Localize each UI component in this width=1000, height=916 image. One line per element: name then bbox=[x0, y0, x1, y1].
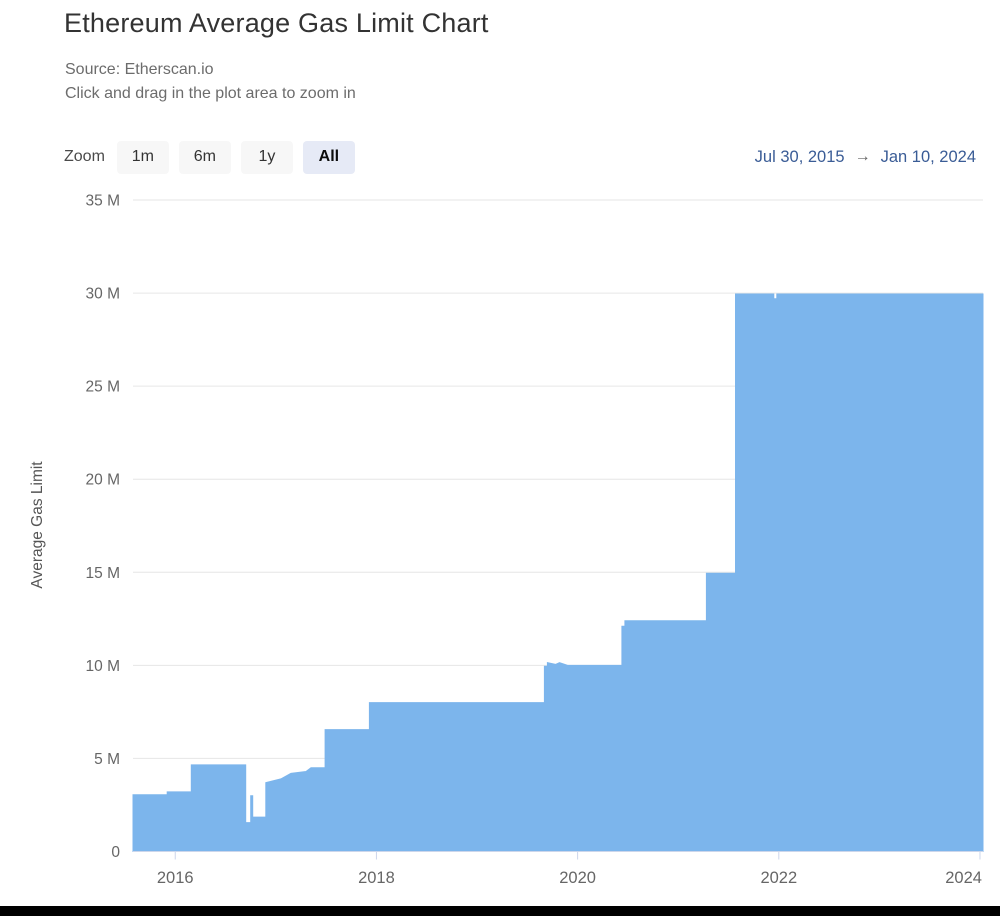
date-range: Jul 30, 2015 → Jan 10, 2024 bbox=[755, 148, 976, 167]
zoom-button-1y[interactable]: 1y bbox=[240, 140, 293, 174]
zoom-hint-line: Click and drag in the plot area to zoom … bbox=[65, 85, 356, 102]
x-tick-label: 2024 bbox=[945, 869, 982, 887]
date-from-input[interactable]: Jul 30, 2015 bbox=[754, 147, 845, 166]
source-line: Source: Etherscan.io bbox=[65, 61, 214, 78]
y-tick-label: 35 M bbox=[86, 193, 120, 210]
date-to-input[interactable]: Jan 10, 2024 bbox=[880, 147, 976, 166]
x-tick-label: 2018 bbox=[358, 869, 395, 887]
y-tick-label: 10 M bbox=[86, 658, 120, 675]
x-tick-label: 2020 bbox=[559, 869, 596, 887]
y-tick-label: 30 M bbox=[86, 286, 120, 303]
x-tick-label: 2016 bbox=[157, 869, 194, 887]
range-selector: Zoom 1m 6m 1y All Jul 30, 2015 → Jan 10, 20… bbox=[64, 140, 976, 174]
zoom-button-1m[interactable]: 1m bbox=[116, 140, 169, 174]
y-tick-label: 0 bbox=[111, 844, 120, 861]
area-series[interactable] bbox=[132, 293, 984, 852]
y-tick-label: 25 M bbox=[86, 379, 120, 396]
zoom-button-all[interactable]: All bbox=[302, 140, 355, 174]
arrow-right-icon: → bbox=[854, 148, 871, 165]
zoom-label: Zoom bbox=[64, 148, 105, 165]
x-tick-label: 2022 bbox=[760, 869, 797, 887]
y-tick-label: 15 M bbox=[86, 565, 120, 582]
zoom-buttons-group: 1m 6m 1y All bbox=[116, 140, 365, 174]
chart-subtitle: Source: Etherscan.io Click and drag in t… bbox=[65, 58, 356, 106]
y-tick-label: 20 M bbox=[86, 472, 120, 489]
page-title: Ethereum Average Gas Limit Chart bbox=[64, 8, 489, 38]
zoom-button-6m[interactable]: 6m bbox=[178, 140, 231, 174]
bottom-black-bar bbox=[0, 906, 1000, 916]
y-tick-label: 5 M bbox=[94, 751, 120, 768]
